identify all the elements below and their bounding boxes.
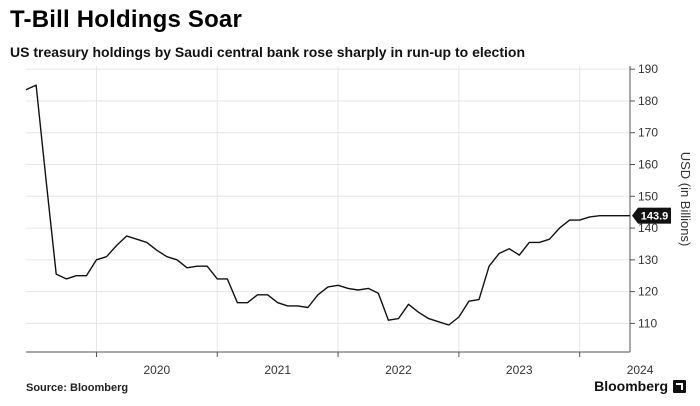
last-value-pointer (632, 207, 638, 224)
x-tick-label: 2022 (385, 363, 412, 377)
bloomberg-logo: Bloomberg (594, 378, 686, 394)
x-tick-label: 2020 (144, 363, 171, 377)
y-tick-label: 150 (638, 189, 658, 203)
brand-label: Bloomberg (594, 378, 668, 394)
y-axis-title: USD (in Billions) (678, 152, 693, 247)
y-tick-label: 140 (638, 221, 658, 235)
x-tick-label: 2023 (506, 363, 533, 377)
x-tick-label: 2021 (264, 363, 291, 377)
chart-subtitle: US treasury holdings by Saudi central ba… (10, 44, 525, 60)
x-tick-label: 2024 (627, 363, 654, 377)
y-tick-label: 130 (638, 253, 658, 267)
series-line (25, 84, 630, 326)
y-tick-label: 170 (638, 126, 658, 140)
bloomberg-arrow-icon (673, 379, 686, 393)
y-tick-label: 190 (638, 62, 658, 76)
last-value-badge (638, 207, 671, 224)
source-note: Source: Bloomberg (26, 382, 129, 394)
y-tick-label: 160 (638, 158, 658, 172)
last-value-label: 143.9 (641, 211, 669, 223)
y-tick-label: 120 (638, 285, 658, 299)
chart-title: T-Bill Holdings Soar (10, 6, 243, 33)
y-tick-label: 110 (638, 316, 657, 330)
y-tick-label: 180 (638, 94, 658, 108)
